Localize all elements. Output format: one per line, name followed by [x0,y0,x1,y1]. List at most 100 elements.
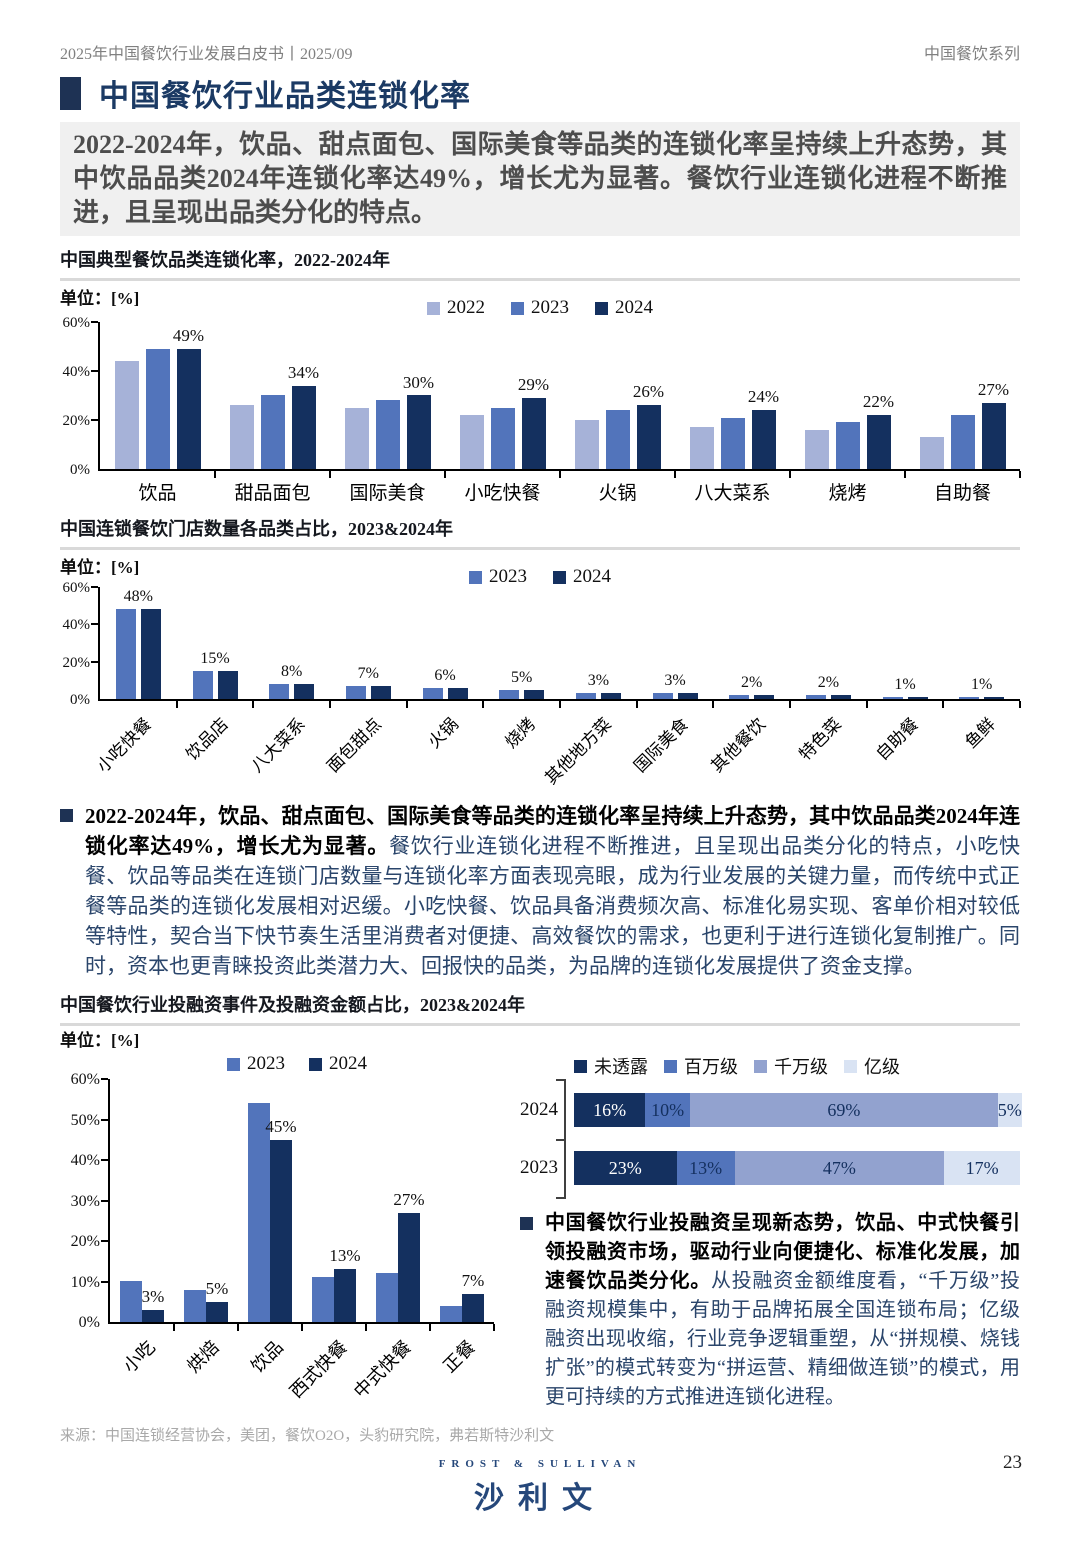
bar [142,1310,164,1322]
bar [459,415,484,469]
x-axis-tick [301,1324,303,1331]
bar [345,686,366,699]
y-axis-label: 60% [62,580,91,596]
stacked-row: 2024 16% 10% 69% 5% [520,1093,1022,1127]
legend-item: 2024 [309,1053,367,1075]
bar-group: 1% 自助餐 [867,587,945,764]
y-axis-tick [101,1240,108,1242]
x-axis-tick [405,701,408,708]
chart3-legend: 2023 2024 [100,1053,494,1075]
x-axis-tick [712,701,715,708]
bar [114,361,139,469]
stacked-segment: 5% [997,1093,1022,1127]
chart1-unit-row: 单位：[%] 2022 2023 2024 [60,284,1020,318]
bar [677,693,698,699]
bar [524,690,545,699]
y-axis-tick [91,660,98,663]
bar [575,693,596,699]
legend-label: 2023 [247,1053,285,1074]
bar [184,1290,206,1322]
legend-item: 2023 [227,1053,285,1075]
bar [370,686,391,699]
value-label: 45% [265,1116,297,1136]
frost-sullivan-logo: FROST & SULLIVAN 沙利文 [0,1458,1080,1517]
x-axis-tick [214,471,216,478]
value-label: 27% [393,1189,425,1209]
page-number: 23 [1003,1452,1022,1473]
value-label: 7% [461,1270,485,1290]
bars [943,697,1020,699]
bar [981,403,1006,469]
y-axis-tick [101,1078,108,1080]
x-axis-label: 八大菜系 [694,483,771,504]
bar-group: 27% 自助餐 [905,322,1021,504]
y-axis-label: 40% [62,617,91,634]
legend-label: 未透露 [594,1057,648,1077]
x-axis-tick [429,1324,431,1331]
bar [499,690,520,699]
x-axis-tick [482,701,485,708]
bar [440,1306,462,1322]
segment-label: 23% [608,1157,642,1178]
legend-label: 百万级 [684,1057,738,1077]
legend-swatch [511,301,524,315]
y-axis-tick [101,1199,108,1202]
y-axis-label: 30% [70,1192,100,1210]
bar [490,408,515,469]
value-label: 26% [632,382,665,402]
legend-item: 千万级 [754,1053,828,1079]
y-axis-tick [101,1159,108,1161]
title-accent-square [60,76,81,110]
bar [176,349,201,469]
bar-group: 6% 火锅 [407,587,485,752]
y-axis-tick [91,623,98,626]
segment-label: 16% [593,1099,627,1120]
y-axis-tick [91,321,98,323]
x-axis-tick [175,701,178,708]
bar [291,386,316,469]
value-label: 2% [741,674,763,692]
bar [248,1103,270,1322]
bar-group: 1% 鱼鲜 [943,587,1022,752]
bar [754,695,775,699]
chart1-legend: 2022 2023 2024 [60,297,1020,319]
bars [302,1269,366,1322]
y-axis-tick [91,586,98,588]
bar-group: 27% 中式快餐 [350,1079,431,1402]
bars [238,1103,302,1322]
chart1-unit-label: 单位：[%] [60,289,140,308]
bar [294,684,315,699]
bars [253,684,330,699]
stacked-axis-tick [556,1197,564,1199]
bar [919,437,944,469]
legend-item: 2023 [469,566,527,588]
stacked-axis-tick [556,1139,564,1141]
stacked-bar: 23% 13% 47% 17% [574,1151,1020,1185]
x-axis-tick [252,701,255,708]
y-axis-tick [101,1280,108,1283]
bar [462,1294,484,1322]
bullet-square-icon [60,809,73,822]
stacked-bar-chart: 2024 16% 10% 69% 5% 2023 23% 13% 47% 17% [520,1079,1022,1199]
page-title: 中国餐饮行业品类连锁化率 [99,80,471,113]
legend-swatch [664,1059,677,1073]
header-left-text: 2025年中国餐饮行业发展白皮书丨2025/09 [60,46,353,63]
bar-group: 24% 八大菜系 [675,322,791,504]
bar [406,395,431,469]
value-label: 3% [587,672,610,690]
bullet-square-icon [520,1217,533,1230]
divider-line [60,1023,1020,1026]
bar [120,1281,142,1322]
legend-item: 2024 [595,297,653,319]
y-axis-label: 40% [70,1152,100,1169]
y-axis-label: 40% [62,364,91,380]
bar [830,695,851,699]
bar [140,609,161,699]
bar [145,349,170,469]
bar [950,415,975,469]
bar [636,405,661,469]
bar-group: 22% 烧烤 [790,322,906,504]
x-axis-tick [904,471,906,478]
page-header: 2025年中国餐饮行业发展白皮书丨2025/09 中国餐饮系列 [60,40,1020,63]
legend-label: 2023 [489,566,527,587]
